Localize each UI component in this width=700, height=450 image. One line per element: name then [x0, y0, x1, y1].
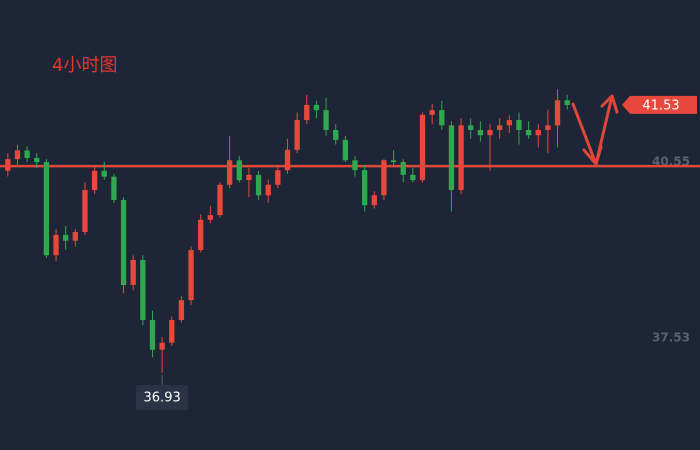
candle-body	[246, 174, 252, 181]
chart-title: 4小时图	[52, 55, 117, 76]
low-price-label: 36.93	[144, 391, 181, 406]
candle-body	[371, 195, 377, 206]
candle-body	[342, 139, 349, 161]
candle-body	[198, 219, 204, 251]
candle-body	[333, 129, 339, 140]
candle-body	[448, 125, 455, 191]
candle-body	[53, 234, 59, 256]
candle-body	[304, 104, 310, 121]
candle-body	[34, 157, 40, 163]
candle-body	[63, 234, 69, 241]
candle-body	[130, 259, 136, 286]
low-price-box	[136, 385, 189, 411]
candle-body	[477, 129, 484, 136]
candle-body	[82, 190, 88, 232]
candle-body	[72, 231, 78, 241]
candle-body	[217, 184, 223, 216]
candle-body	[390, 160, 397, 163]
candle-body	[564, 100, 570, 105]
candle-body	[284, 149, 291, 171]
candle-body	[275, 170, 281, 185]
candle-body	[439, 110, 445, 126]
candle-body	[111, 176, 117, 200]
candle-body	[226, 160, 233, 185]
candle-body	[43, 162, 50, 256]
candle-body	[458, 125, 464, 191]
candle-body	[24, 150, 30, 158]
candle-body	[140, 259, 146, 321]
arrow-head	[582, 145, 603, 166]
candle-body	[178, 300, 185, 321]
candle-body	[429, 110, 435, 115]
candle-body	[294, 120, 300, 150]
candle-body	[149, 320, 156, 350]
last-price-label: 41.53	[642, 98, 679, 113]
candle-body	[525, 129, 532, 136]
candle-body	[91, 170, 98, 191]
candle-body	[265, 184, 271, 196]
candle-body	[101, 170, 107, 177]
candle-body	[487, 129, 493, 136]
y-tick-label: 37.53	[652, 331, 690, 345]
candle-body	[381, 160, 387, 196]
arrow-head	[600, 94, 619, 114]
candle-body	[207, 215, 213, 220]
candle-body	[159, 342, 165, 350]
candle-body	[255, 174, 262, 196]
trend-arrows	[571, 94, 619, 166]
candle-body	[169, 320, 175, 343]
candle-body	[545, 125, 551, 130]
candle-body	[497, 125, 503, 130]
candle-body	[400, 162, 406, 175]
candle-body	[410, 174, 416, 181]
candle-body	[506, 120, 512, 126]
candle-body	[468, 125, 474, 130]
candle-body	[362, 170, 368, 206]
candle-body	[535, 129, 541, 136]
candle-body	[313, 104, 320, 111]
candle-body	[14, 150, 21, 160]
candle-body	[554, 100, 561, 126]
candle-body	[419, 114, 426, 181]
price-tag	[622, 95, 697, 114]
candle-body	[323, 110, 329, 130]
candle-body	[236, 160, 242, 181]
candle-body	[120, 199, 127, 286]
candle-body	[188, 250, 194, 301]
candle-body	[516, 120, 522, 130]
candle-body	[5, 159, 11, 171]
candle-body	[352, 160, 358, 171]
